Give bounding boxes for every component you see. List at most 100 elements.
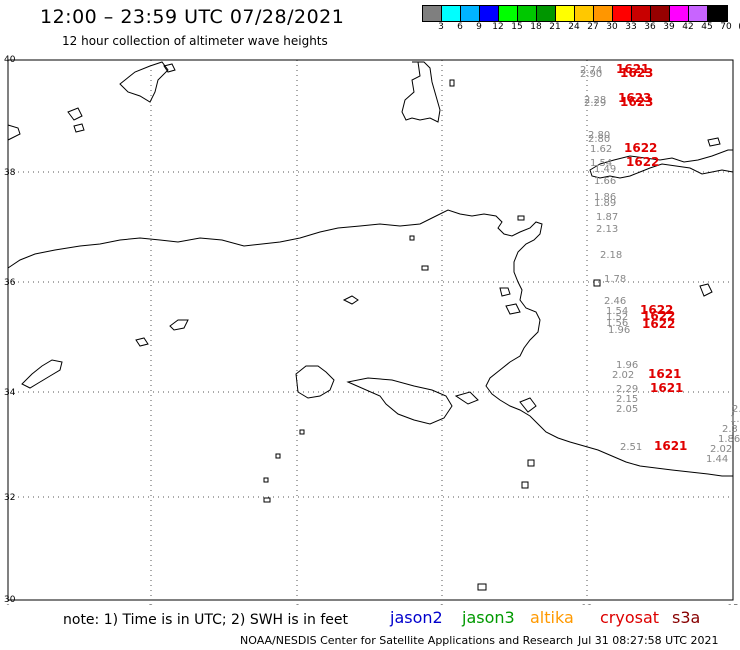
wave-height-value: 2.74 — [580, 65, 602, 76]
color-scale-label: 42 — [682, 22, 694, 32]
lake-speck-5 — [527, 459, 535, 467]
color-swatch — [651, 6, 670, 21]
color-swatch — [518, 6, 537, 21]
color-swatch — [537, 6, 556, 21]
lake-3 — [135, 337, 149, 347]
wave-height-value: 2.18 — [600, 250, 622, 261]
wave-height-value: 1.78 — [604, 274, 626, 285]
color-scale-label: 18 — [530, 22, 542, 32]
legend-item-jason2: jason2 — [390, 608, 443, 627]
island-djerba — [519, 397, 537, 413]
wave-height-value: 2.90 — [580, 69, 602, 80]
y-axis-label: 34 — [4, 388, 16, 398]
color-scale-label: 39 — [663, 22, 675, 32]
lake-speck-3 — [263, 497, 271, 503]
color-scale-label: 12 — [492, 22, 504, 32]
wave-height-value: 2.51 — [620, 442, 642, 453]
color-scale-label: 21 — [549, 22, 561, 32]
color-swatch — [556, 6, 575, 21]
pass-time-labels: 1621162316231623162216221622162216221621… — [616, 62, 687, 453]
x-axis-label: 0 — [5, 604, 11, 605]
wave-height-value: 1.66 — [594, 176, 616, 187]
pass-time-label: 1623 — [620, 66, 653, 80]
color-swatch — [442, 6, 461, 21]
color-swatch — [613, 6, 632, 21]
color-swatch — [689, 6, 708, 21]
color-scale-label: 6 — [457, 22, 463, 32]
color-swatch — [594, 6, 613, 21]
pass-time-label: 1622 — [626, 155, 659, 169]
wave-height-map: 2.742.902.282.292.802.801.621.541.491.66… — [4, 55, 740, 605]
color-scale-label: (ft) — [738, 22, 740, 32]
island-ibiza — [67, 107, 83, 121]
wave-height-value: 1.0 — [730, 414, 740, 425]
pass-time-label: 1623 — [618, 91, 651, 105]
island-pantelleria — [593, 279, 601, 287]
salt-lake-west — [21, 359, 63, 389]
wave-height-value: 1.89 — [594, 198, 616, 209]
wave-height-value: 1.96 — [608, 325, 630, 336]
wave-height-labels: 2.742.902.282.292.802.801.621.541.491.66… — [580, 65, 740, 465]
legend-item-cryosat: cryosat — [600, 608, 660, 627]
wave-height-value: 1.49 — [594, 164, 616, 175]
credit-text: NOAA/NESDIS Center for Satellite Applica… — [240, 634, 574, 647]
wave-height-value: 2.3 — [722, 424, 738, 435]
wave-height-value: 1.86 — [594, 192, 616, 203]
wave-height-value: 1.54 — [606, 306, 628, 317]
coast-north-africa — [7, 209, 733, 477]
wave-height-value: 2.28 — [584, 95, 606, 106]
x-axis-label: 3 — [148, 604, 154, 605]
wave-height-value: 2.13 — [596, 224, 618, 235]
color-swatch — [423, 6, 442, 21]
pass-time-label: 1622 — [624, 141, 657, 155]
island-menorca — [163, 63, 176, 73]
wave-height-value: 1.44 — [706, 454, 728, 465]
color-scale-label: 27 — [587, 22, 599, 32]
chart-title: 12:00 – 23:59 UTC 07/28/2021 — [40, 6, 345, 28]
island-kerkennah — [505, 303, 521, 315]
legend-item-altika: altika — [530, 608, 574, 627]
lake-2 — [169, 319, 189, 331]
salt-lake-chott-jerid — [346, 377, 453, 425]
wave-height-value: 2.15 — [616, 394, 638, 405]
color-swatch — [461, 6, 480, 21]
color-scale-label: 24 — [568, 22, 580, 32]
y-axis-label: 30 — [4, 595, 16, 605]
wave-height-value: 1.54 — [590, 158, 612, 169]
y-axis-label: 32 — [4, 493, 15, 503]
wave-height-value: 1.86 — [718, 434, 740, 445]
color-scale-label: 33 — [625, 22, 637, 32]
y-axis-label: 40 — [4, 55, 16, 65]
island-mallorca — [119, 61, 169, 103]
pass-time-label: 1621 — [654, 439, 687, 453]
island-zembra — [517, 215, 525, 221]
island-sicily — [589, 149, 734, 179]
island-sardinia — [401, 61, 441, 123]
legend-item-s3a: s3a — [672, 608, 701, 627]
island-aeolian — [707, 137, 721, 147]
wave-height-value: 1.62 — [590, 144, 612, 155]
wave-height-value: 2.29 — [616, 384, 638, 395]
pass-time-label: 1621 — [650, 381, 683, 395]
color-scale-label: 3 — [438, 22, 444, 32]
color-scale-label: 30 — [606, 22, 618, 32]
pass-time-label: 1621 — [648, 367, 681, 381]
x-axis-label: 9 — [439, 604, 445, 605]
island-small-3 — [421, 265, 429, 271]
wave-height-value: 2.02 — [612, 370, 634, 381]
color-swatch — [670, 6, 689, 21]
wave-height-value: 2.80 — [588, 134, 610, 145]
color-scale-label: 70 — [720, 22, 732, 32]
wave-height-value: 2.02 — [710, 444, 732, 455]
x-axis-label: 12 — [581, 604, 592, 605]
color-scale-label: 45 — [701, 22, 713, 32]
island-galite — [409, 235, 415, 241]
wave-height-value: 1.87 — [596, 212, 618, 223]
wave-height-value: 2.80 — [588, 130, 610, 141]
wave-height-value: 1.56 — [606, 318, 628, 329]
color-swatch — [575, 6, 594, 21]
lake-1 — [342, 295, 359, 305]
axis-labels: 03691215403836343230 — [4, 55, 739, 605]
generated-date: Jul 31 08:27:58 UTC 2021 — [578, 634, 719, 647]
lake-speck-2 — [263, 477, 269, 483]
